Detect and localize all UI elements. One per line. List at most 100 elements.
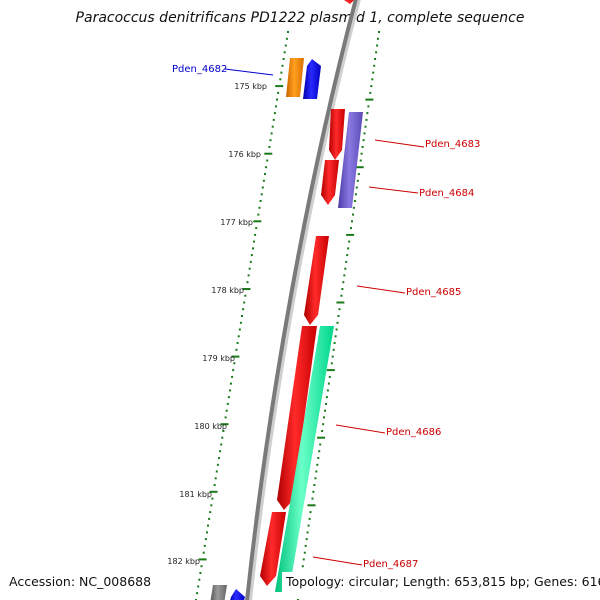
- tick-dot-outer: [325, 396, 328, 399]
- gene-label-pden-4683[interactable]: Pden_4683: [425, 139, 480, 150]
- topology-text: Topology: circular; Length: 653,815 bp; …: [285, 574, 600, 589]
- tick-dot-outer: [353, 200, 356, 202]
- gene-pden-4685[interactable]: [304, 236, 329, 325]
- tick-dot-inner: [206, 531, 208, 534]
- tick-dot-outer: [346, 254, 349, 257]
- tick-dot-inner: [236, 342, 239, 344]
- tick-dot-inner: [248, 267, 251, 270]
- backbone: [245, 0, 358, 600]
- tick-dot-outer: [363, 132, 366, 135]
- tick-dot-inner: [273, 112, 276, 115]
- tick-dot-inner: [287, 31, 289, 33]
- tick-dot-inner: [270, 132, 273, 135]
- tick-dot-outer: [317, 436, 326, 439]
- tick-dot-inner: [249, 260, 252, 263]
- tick-dot-outer: [369, 91, 372, 94]
- tick-dot-inner: [222, 430, 225, 432]
- tick-dot-inner: [207, 524, 209, 527]
- tick-dot-inner: [242, 308, 245, 311]
- gene-pden-4686-red[interactable]: [277, 326, 317, 510]
- tick-dot-outer: [344, 267, 347, 270]
- tick-label-177: 177 kbp: [220, 218, 253, 227]
- tick-dot-inner: [225, 409, 228, 412]
- gene-gray-bottom[interactable]: [210, 585, 227, 600]
- tick-dot-inner: [242, 288, 251, 290]
- tick-dot-inner: [232, 369, 235, 372]
- gene-pden-4684-purple[interactable]: [338, 112, 363, 208]
- tick-dot-inner: [209, 490, 218, 493]
- tick-dot-inner: [218, 457, 220, 459]
- tick-dot-inner: [272, 118, 275, 121]
- tick-dot-outer: [334, 335, 337, 338]
- tick-dot-outer: [367, 105, 370, 108]
- tick-dot-outer: [376, 44, 379, 47]
- tick-dot-inner: [211, 497, 214, 500]
- tick-dot-inner: [214, 477, 217, 480]
- tick-dot-outer: [326, 389, 329, 392]
- tick-dot-inner: [254, 233, 257, 236]
- tick-dot-outer: [352, 206, 355, 209]
- gene-pden-4687-red[interactable]: [260, 512, 286, 586]
- tick-dot-outer: [360, 152, 363, 155]
- tick-dot-outer: [355, 186, 358, 189]
- tick-dot-inner: [233, 362, 236, 365]
- tick-dot-inner: [279, 78, 282, 81]
- footer-bg-left: [0, 572, 150, 596]
- tick-dot-inner: [284, 44, 287, 47]
- tick-dot-outer: [342, 281, 345, 284]
- tick-dot-outer: [336, 321, 339, 324]
- tick-dot-inner: [221, 436, 224, 439]
- tick-dot-inner: [230, 382, 232, 385]
- tick-dot-inner: [276, 98, 278, 101]
- tick-dot-outer: [331, 355, 334, 358]
- tick-dot-outer: [365, 118, 368, 121]
- leader-lines: [224, 68, 425, 566]
- tick-dot-outer: [371, 78, 374, 81]
- tick-dot-outer: [364, 125, 367, 128]
- tick-label-182: 182 kbp: [167, 557, 200, 566]
- tick-label-179: 179 kbp: [202, 354, 235, 363]
- tick-dot-outer: [315, 470, 318, 473]
- gene-pden-4682-orange[interactable]: [286, 58, 304, 97]
- tick-dot-inner: [260, 193, 263, 196]
- tick-dot-outer: [333, 342, 336, 344]
- gene-pden-4682-blue[interactable]: [303, 59, 321, 99]
- tick-dot-outer: [309, 511, 312, 514]
- gene-label-pden-4682[interactable]: Pden_4682: [172, 64, 227, 75]
- gene-blue-bottom[interactable]: [229, 589, 245, 600]
- tick-dot-outer: [305, 538, 308, 541]
- tick-dot-outer: [324, 409, 326, 412]
- tick-dot-inner: [204, 538, 207, 541]
- tick-dot-inner: [252, 247, 254, 250]
- gene-red-top-partial[interactable]: [341, 0, 356, 4]
- gene-label-pden-4684[interactable]: Pden_4684: [419, 188, 474, 199]
- tick-dot-outer: [307, 504, 316, 507]
- tick-dot-inner: [239, 321, 242, 324]
- tick-dot-inner: [227, 396, 230, 399]
- gene-label-pden-4685[interactable]: Pden_4685: [406, 287, 461, 298]
- tick-dot-inner: [231, 375, 234, 378]
- gene-label-pden-4686[interactable]: Pden_4686: [386, 427, 441, 438]
- tick-dot-inner: [265, 166, 268, 169]
- tick-dot-outer: [304, 544, 307, 547]
- tick-dot-inner: [224, 416, 227, 419]
- tick-dot-outer: [312, 490, 315, 493]
- tick-dot-inner: [266, 159, 269, 162]
- tick-dot-outer: [346, 233, 355, 236]
- tick-dot-outer: [366, 112, 369, 115]
- tick-dot-inner: [237, 335, 240, 338]
- gene-pden-4686-green[interactable]: [275, 326, 334, 592]
- gene-pden-4684-red[interactable]: [321, 160, 339, 205]
- gene-pden-4683[interactable]: [329, 109, 345, 160]
- genes: [210, 0, 363, 600]
- tick-dot-outer: [318, 450, 321, 453]
- gene-label-pden-4687[interactable]: Pden_4687: [363, 559, 418, 570]
- tick-dot-outer: [347, 247, 350, 250]
- tick-dot-inner: [215, 470, 218, 473]
- tick-dot-outer: [313, 484, 316, 486]
- tick-dot-inner: [271, 125, 274, 128]
- tick-dot-outer: [355, 166, 364, 169]
- tick-label-178: 178 kbp: [211, 286, 244, 295]
- tick-dot-outer: [337, 315, 340, 317]
